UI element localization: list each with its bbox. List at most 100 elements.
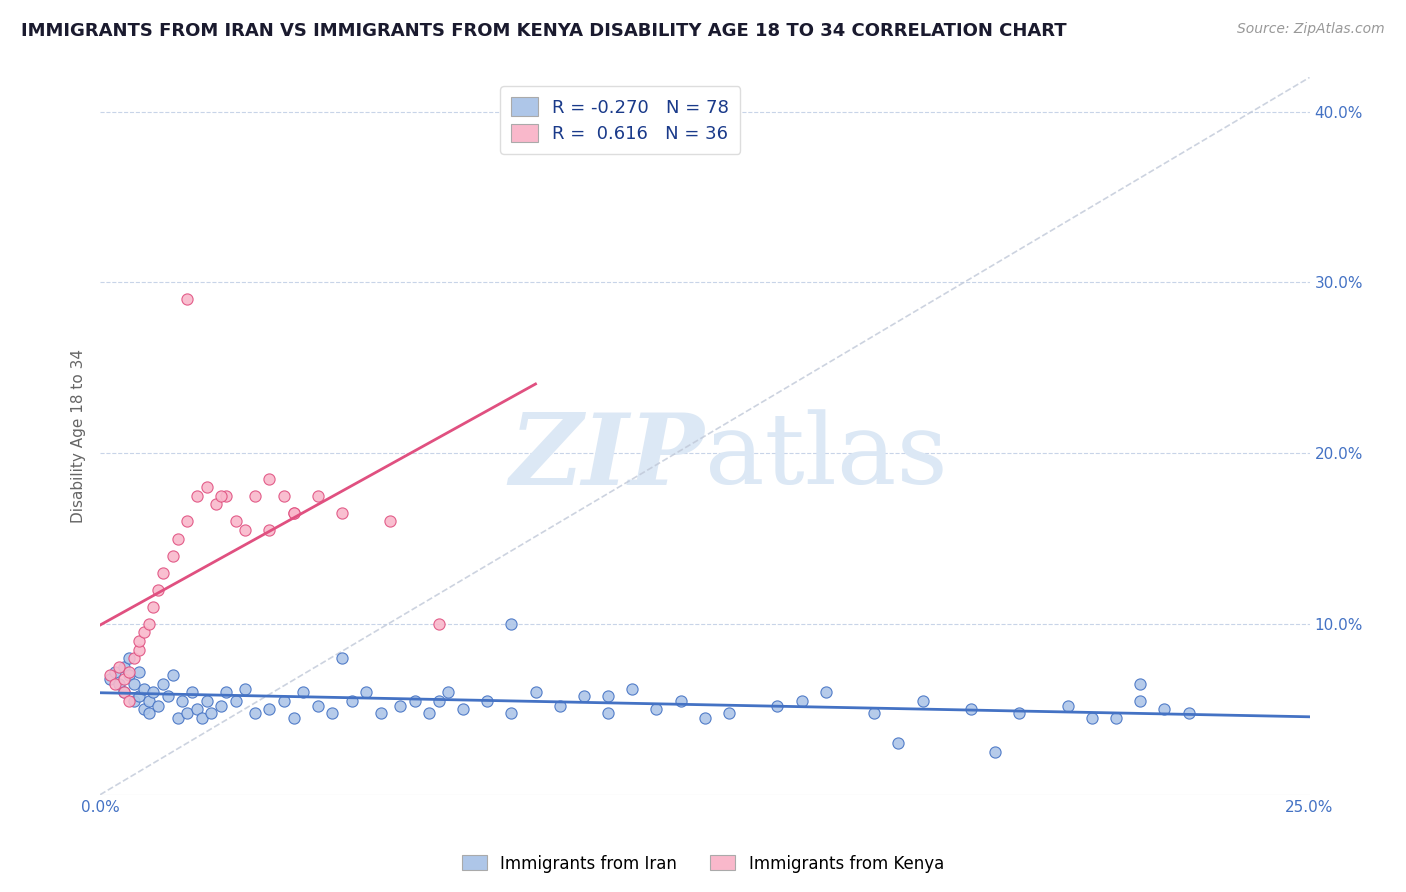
Point [418,706,440,720]
Point [104,665,127,679]
Point [911,694,934,708]
Point [112,685,135,699]
Point [524,685,547,699]
Point [142,599,165,614]
Legend: R = -0.270   N = 78, R =  0.616   N = 36: R = -0.270 N = 78, R = 0.616 N = 36 [501,87,740,154]
Point [166,532,188,546]
Point [162,549,184,563]
Text: ZIP: ZIP [510,409,704,506]
Point [548,698,571,713]
Point [195,480,218,494]
Point [814,685,837,699]
Point [451,702,474,716]
Point [693,711,716,725]
Point [122,694,145,708]
Point [225,515,247,529]
Point [98,668,121,682]
Point [209,698,232,713]
Point [181,685,204,699]
Point [176,515,198,529]
Point [437,685,460,699]
Point [176,706,198,720]
Point [142,685,165,699]
Point [273,694,295,708]
Point [572,689,595,703]
Point [1081,711,1104,725]
Point [172,694,194,708]
Point [501,706,523,720]
Point [233,523,256,537]
Point [259,472,281,486]
Point [205,497,228,511]
Point [330,651,353,665]
Point [112,659,135,673]
Point [427,694,450,708]
Text: atlas: atlas [704,409,948,506]
Point [166,711,188,725]
Point [645,702,668,716]
Point [790,694,813,708]
Text: IMMIGRANTS FROM IRAN VS IMMIGRANTS FROM KENYA DISABILITY AGE 18 TO 34 CORRELATIO: IMMIGRANTS FROM IRAN VS IMMIGRANTS FROM … [21,22,1067,40]
Point [307,489,329,503]
Point [766,698,789,713]
Point [1177,706,1199,720]
Point [118,665,141,679]
Point [321,706,343,720]
Point [200,706,222,720]
Point [283,506,305,520]
Point [128,634,150,648]
Point [389,698,412,713]
Point [152,566,174,580]
Point [1105,711,1128,725]
Point [596,689,619,703]
Point [621,681,644,696]
Point [718,706,741,720]
Point [112,672,135,686]
Point [307,698,329,713]
Point [118,694,141,708]
Point [259,523,281,537]
Point [1129,676,1152,690]
Text: Source: ZipAtlas.com: Source: ZipAtlas.com [1237,22,1385,37]
Point [108,676,131,690]
Point [215,489,238,503]
Point [138,706,160,720]
Point [354,685,377,699]
Point [501,616,523,631]
Point [132,681,155,696]
Point [215,685,238,699]
Point [122,676,145,690]
Point [186,489,208,503]
Point [340,694,363,708]
Point [984,745,1007,759]
Point [863,706,886,720]
Point [1129,694,1152,708]
Point [243,489,266,503]
Point [283,711,305,725]
Point [122,651,145,665]
Point [1056,698,1078,713]
Point [104,676,127,690]
Point [128,689,150,703]
Point [138,616,160,631]
Point [112,685,135,699]
Point [330,506,353,520]
Point [148,698,170,713]
Point [243,706,266,720]
Point [132,625,155,640]
Point [108,659,131,673]
Point [118,668,141,682]
Point [195,694,218,708]
Point [596,706,619,720]
Point [176,293,198,307]
Point [118,651,141,665]
Point [186,702,208,716]
Point [380,515,402,529]
Point [148,582,170,597]
Point [98,672,121,686]
Point [190,711,212,725]
Point [225,694,247,708]
Point [233,681,256,696]
Point [156,689,179,703]
Point [960,702,983,716]
